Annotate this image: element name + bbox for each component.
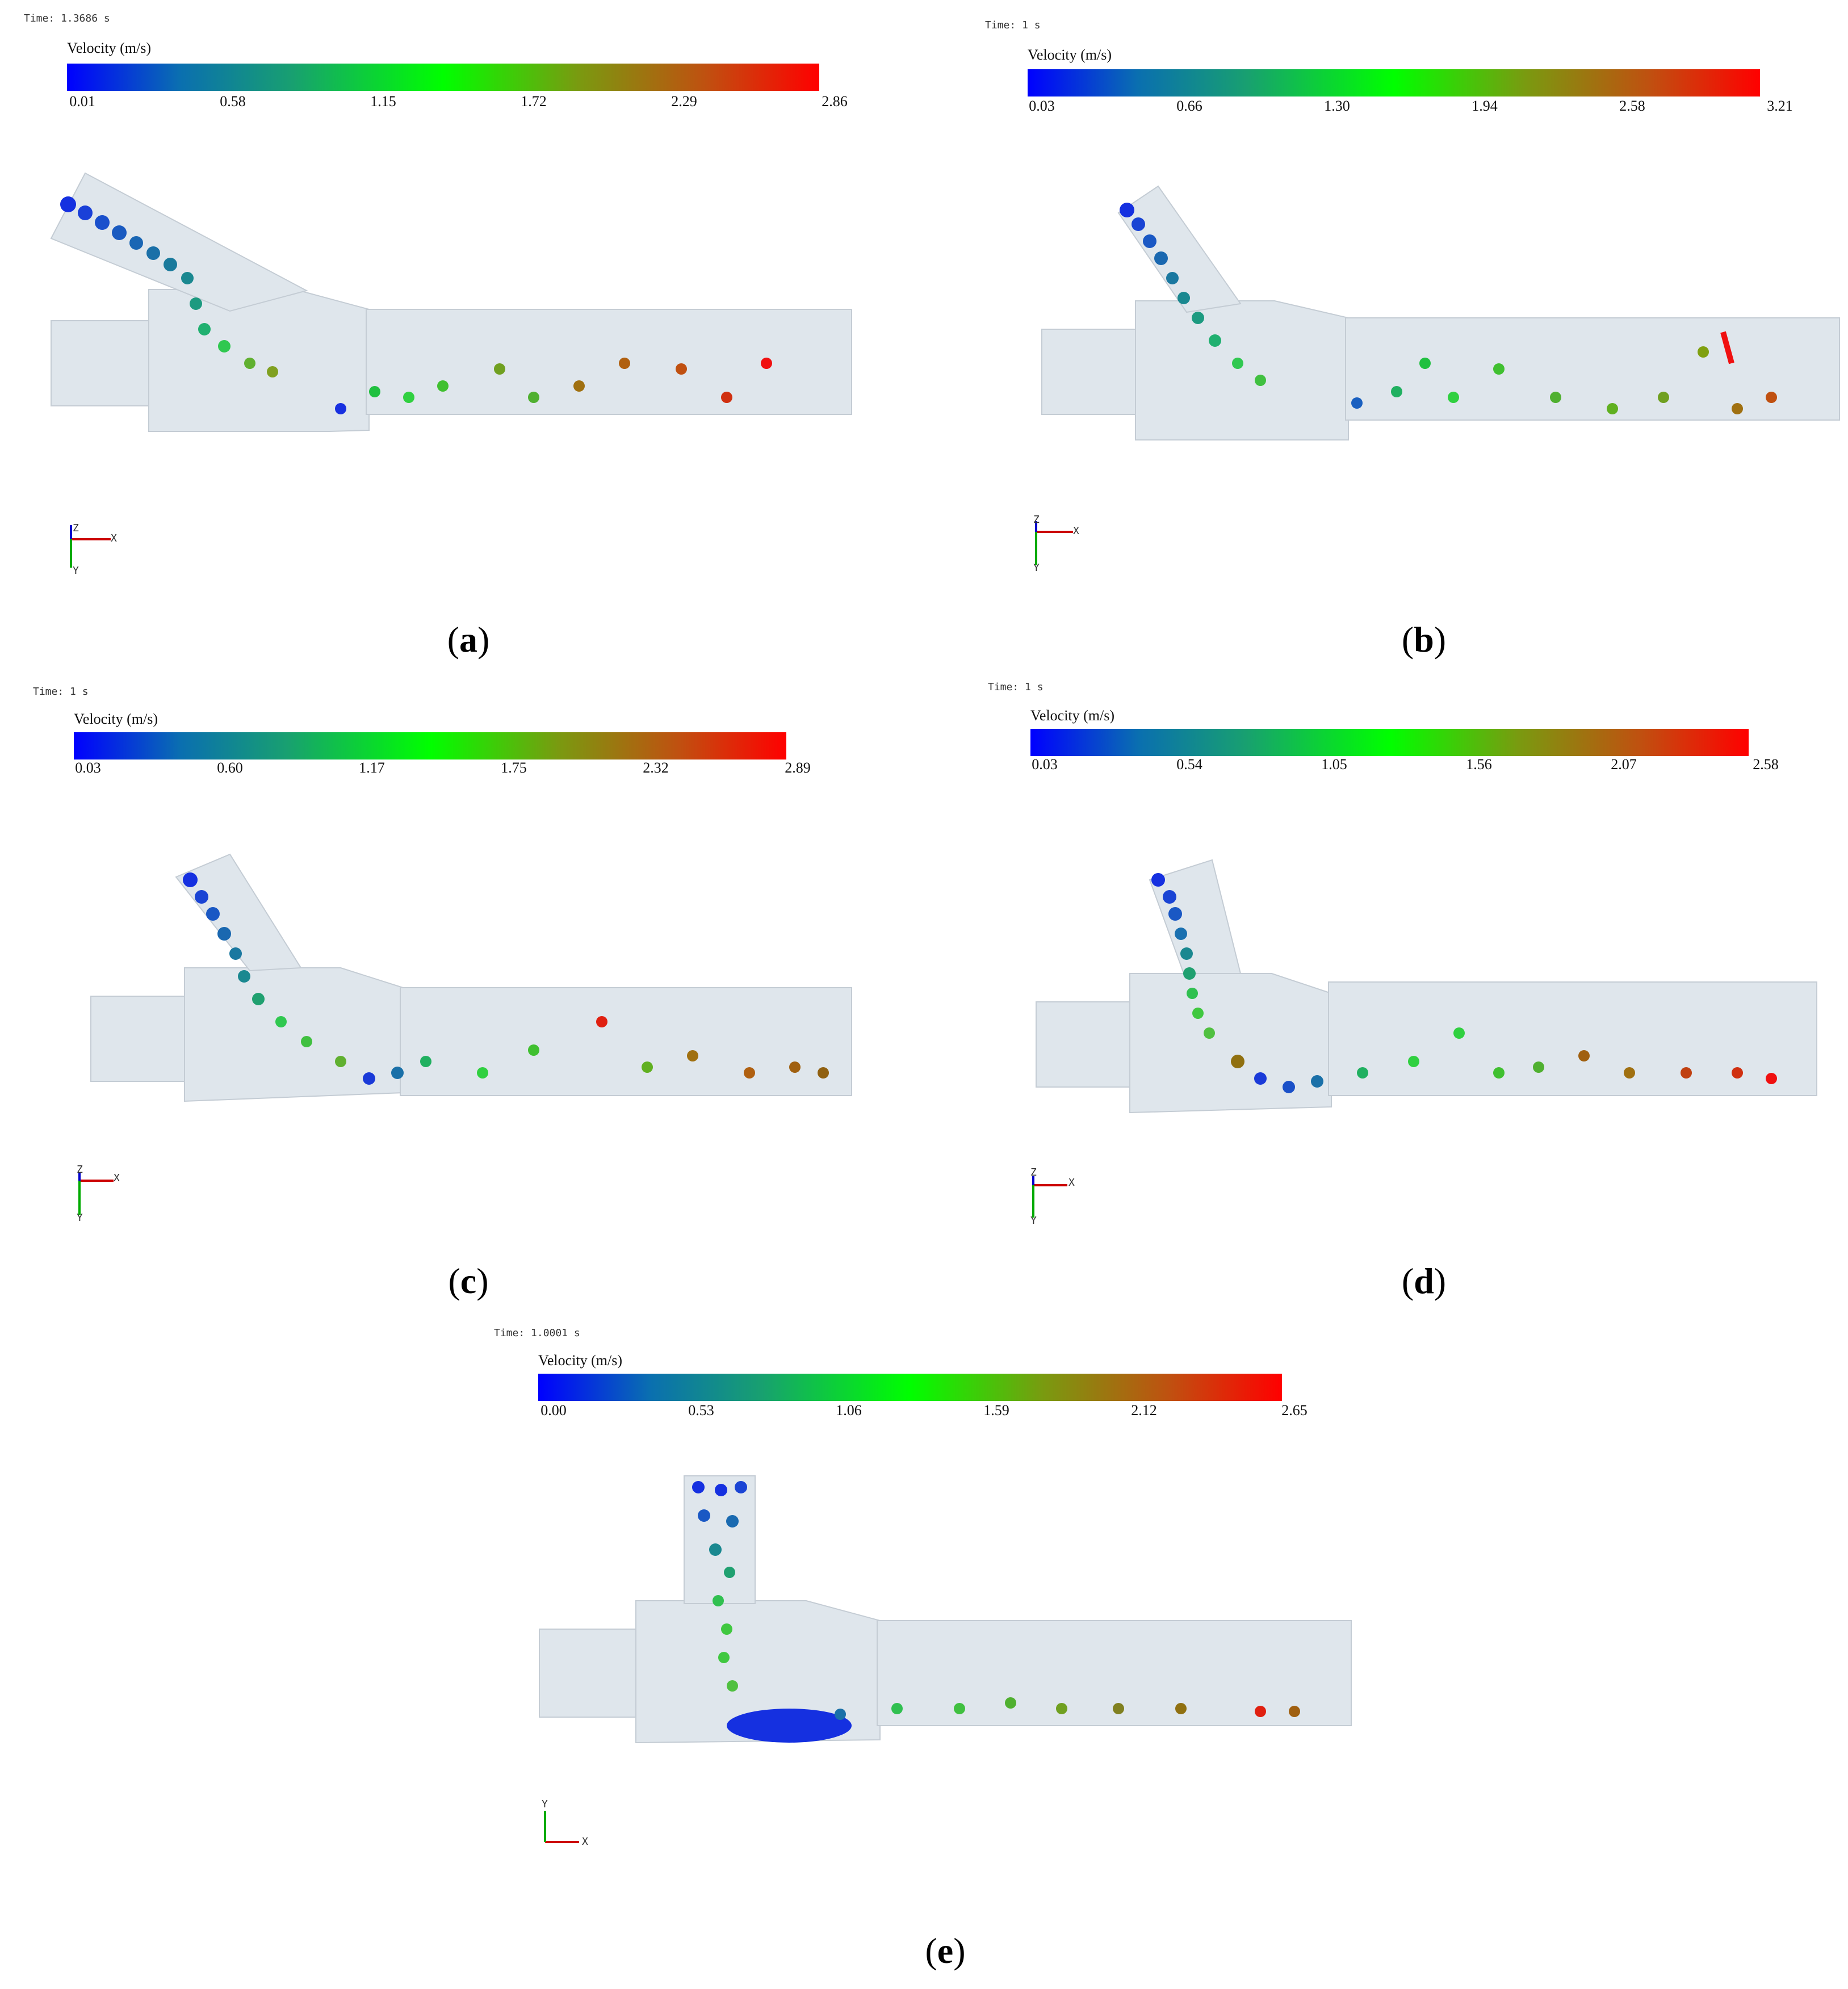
panel-a: Time: 1.3686 s Velocity (m/s) 0.01 0.58 … bbox=[0, 0, 920, 660]
axis-up-label: Z bbox=[77, 1164, 83, 1176]
colorbar-tick: 1.30 bbox=[1324, 98, 1350, 114]
particle-stream bbox=[183, 872, 829, 1085]
colorbar-tick: 1.06 bbox=[836, 1402, 862, 1419]
colorbar-tick: 0.03 bbox=[1029, 98, 1055, 114]
pipe-geometry bbox=[1041, 185, 1840, 440]
pipe-scene bbox=[50, 172, 852, 432]
colorbar-tick: 0.00 bbox=[540, 1402, 567, 1419]
colorbar-tick: 2.86 bbox=[822, 93, 848, 110]
axis-up-label: Z bbox=[1033, 514, 1040, 526]
colorbar-tick: 0.53 bbox=[688, 1402, 714, 1419]
particle-stream bbox=[1120, 203, 1777, 414]
panel-caption: (a) bbox=[447, 619, 490, 660]
axis-right-label: X bbox=[114, 1172, 120, 1184]
time-label: Time: 1 s bbox=[988, 681, 1044, 693]
colorbar-tick: 2.58 bbox=[1753, 756, 1779, 773]
colorbar-tick: 2.65 bbox=[1281, 1402, 1308, 1419]
time-label: Time: 1.0001 s bbox=[494, 1327, 580, 1339]
axis-right-label: X bbox=[1073, 525, 1079, 537]
pipe-geometry bbox=[50, 172, 852, 432]
colorbar-tick: 2.07 bbox=[1611, 756, 1637, 773]
legend-title: Velocity (m/s) bbox=[1030, 707, 1115, 724]
time-label: Time: 1.3686 s bbox=[24, 12, 110, 24]
panel-caption: (c) bbox=[448, 1261, 489, 1301]
axis-down-label: Y bbox=[73, 565, 79, 577]
particle-stream bbox=[60, 196, 772, 414]
pipe-geometry bbox=[90, 853, 852, 1102]
axis-down-label: Y bbox=[77, 1212, 83, 1224]
particle-stream bbox=[1151, 873, 1777, 1093]
panel-d: Time: 1 s Velocity (m/s) 0.03 0.54 1.05 … bbox=[931, 664, 1848, 1317]
pipe-scene bbox=[78, 853, 852, 1215]
colorbar-tick: 0.58 bbox=[220, 93, 246, 110]
colorbar-tick: 0.03 bbox=[75, 759, 101, 776]
colorbar-tick: 2.89 bbox=[785, 759, 811, 776]
legend-title: Velocity (m/s) bbox=[538, 1352, 623, 1369]
colorbar-tick: 0.03 bbox=[1032, 756, 1058, 773]
pipe-geometry bbox=[1036, 859, 1817, 1114]
velocity-colorbar bbox=[1030, 729, 1749, 756]
colorbar-tick: 1.72 bbox=[521, 93, 547, 110]
colorbar-tick: 3.21 bbox=[1767, 98, 1793, 114]
panel-c: Time: 1 s Velocity (m/s) 0.03 0.60 1.17 … bbox=[0, 664, 920, 1317]
axis-down-label: Y bbox=[1033, 562, 1040, 574]
panel-caption: (e) bbox=[925, 1931, 966, 1971]
axis-right-label: X bbox=[582, 1836, 588, 1848]
legend-title: Velocity (m/s) bbox=[74, 711, 158, 727]
colorbar-tick: 0.54 bbox=[1176, 756, 1202, 773]
colorbar-tick: 0.66 bbox=[1176, 98, 1202, 114]
panel-b: Time: 1 s Velocity (m/s) 0.03 0.66 1.30 … bbox=[931, 0, 1848, 660]
colorbar-tick: 1.56 bbox=[1466, 756, 1492, 773]
panel-caption: (b) bbox=[1401, 619, 1447, 660]
colorbar-tick: 1.05 bbox=[1321, 756, 1347, 773]
pipe-scene bbox=[1035, 185, 1840, 565]
velocity-colorbar bbox=[67, 64, 819, 91]
time-label: Time: 1 s bbox=[985, 19, 1041, 31]
axis-down-label: Y bbox=[1030, 1215, 1037, 1227]
colorbar-tick: 1.59 bbox=[983, 1402, 1009, 1419]
velocity-colorbar bbox=[1028, 69, 1760, 96]
panel-e: Time: 1.0001 s Velocity (m/s) 0.00 0.53 … bbox=[466, 1317, 1385, 1989]
colorbar-tick: 2.32 bbox=[643, 759, 669, 776]
axis-up-label: Y bbox=[542, 1798, 548, 1810]
particle-stream bbox=[692, 1481, 1300, 1743]
time-label: Time: 1 s bbox=[33, 686, 89, 698]
velocity-colorbar bbox=[538, 1374, 1282, 1401]
colorbar-tick: 0.01 bbox=[69, 93, 95, 110]
pipe-geometry bbox=[539, 1475, 1352, 1744]
colorbar-tick: 1.75 bbox=[501, 759, 527, 776]
colorbar-tick: 1.15 bbox=[370, 93, 396, 110]
colorbar-tick: 0.60 bbox=[217, 759, 243, 776]
pipe-scene bbox=[539, 1475, 1352, 1843]
colorbar-tick: 2.12 bbox=[1131, 1402, 1157, 1419]
colorbar-tick: 1.94 bbox=[1472, 98, 1498, 114]
axis-up-label: Z bbox=[1030, 1166, 1037, 1178]
colorbar-tick: 2.58 bbox=[1619, 98, 1645, 114]
axis-right-label: X bbox=[111, 532, 117, 544]
axis-up-label: Z bbox=[73, 522, 79, 534]
panel-caption: (d) bbox=[1401, 1261, 1447, 1301]
colorbar-tick: 2.29 bbox=[671, 93, 697, 110]
colorbar-tick: 1.17 bbox=[359, 759, 385, 776]
axis-right-label: X bbox=[1068, 1177, 1075, 1189]
legend-title: Velocity (m/s) bbox=[1028, 47, 1112, 63]
legend-title: Velocity (m/s) bbox=[67, 40, 152, 56]
velocity-colorbar bbox=[74, 732, 786, 759]
pipe-scene bbox=[1032, 859, 1817, 1218]
